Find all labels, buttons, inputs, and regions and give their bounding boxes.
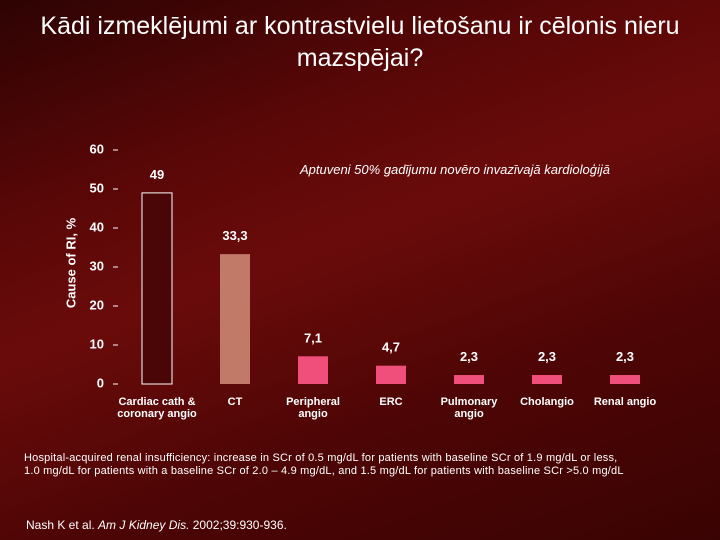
value-label: 49	[150, 167, 164, 182]
x-tick-label: Peripheral angio	[286, 396, 340, 420]
x-tick-label: ERC	[379, 396, 403, 408]
bar	[298, 356, 328, 384]
citation-authors: Nash K et al.	[26, 518, 95, 532]
bar	[610, 375, 640, 384]
citation: Nash K et al. Am J Kidney Dis. 2002;39:9…	[26, 518, 287, 532]
x-tick-label: Cholangio	[520, 396, 574, 408]
value-label: 2,3	[616, 349, 634, 364]
y-tick-label: 50	[90, 180, 104, 195]
x-tick-label: Pulmonary angio	[440, 396, 498, 420]
annotation: Aptuveni 50% gadījumu novēro invazīvajā …	[299, 162, 610, 177]
bar	[454, 375, 484, 384]
y-tick-label: 30	[90, 258, 104, 273]
y-axis-label: Cause of RI, %	[63, 217, 78, 308]
value-label: 4,7	[382, 340, 400, 355]
value-label: 7,1	[304, 330, 322, 345]
y-tick-label: 10	[90, 336, 104, 351]
y-tick-label: 20	[90, 297, 104, 312]
y-tick-label: 0	[97, 375, 104, 390]
bar	[376, 365, 406, 384]
y-tick-label: 40	[90, 219, 104, 234]
footnote-line: Hospital-acquired renal insufficiency: i…	[24, 452, 618, 464]
footnote-line: 1.0 mg/dL for patients with a baseline S…	[24, 465, 624, 477]
bar	[220, 254, 250, 384]
citation-journal: Am J Kidney Dis.	[98, 518, 190, 532]
value-label: 2,3	[538, 349, 556, 364]
value-label: 2,3	[460, 349, 478, 364]
citation-details: 2002;39:930-936.	[192, 518, 287, 532]
bar	[532, 375, 562, 384]
bar	[141, 192, 173, 385]
x-tick-label: CT	[227, 396, 243, 408]
slide-title: Kādi izmeklējumi ar kontrastvielu lietoš…	[40, 12, 680, 72]
y-tick-label: 60	[90, 141, 104, 156]
x-tick-label: Renal angio	[593, 396, 657, 408]
x-tick-label: Cardiac cath & coronary angio	[117, 396, 197, 420]
value-label: 33,3	[222, 228, 247, 243]
footnote: Hospital-acquired renal insufficiency: i…	[24, 452, 684, 478]
